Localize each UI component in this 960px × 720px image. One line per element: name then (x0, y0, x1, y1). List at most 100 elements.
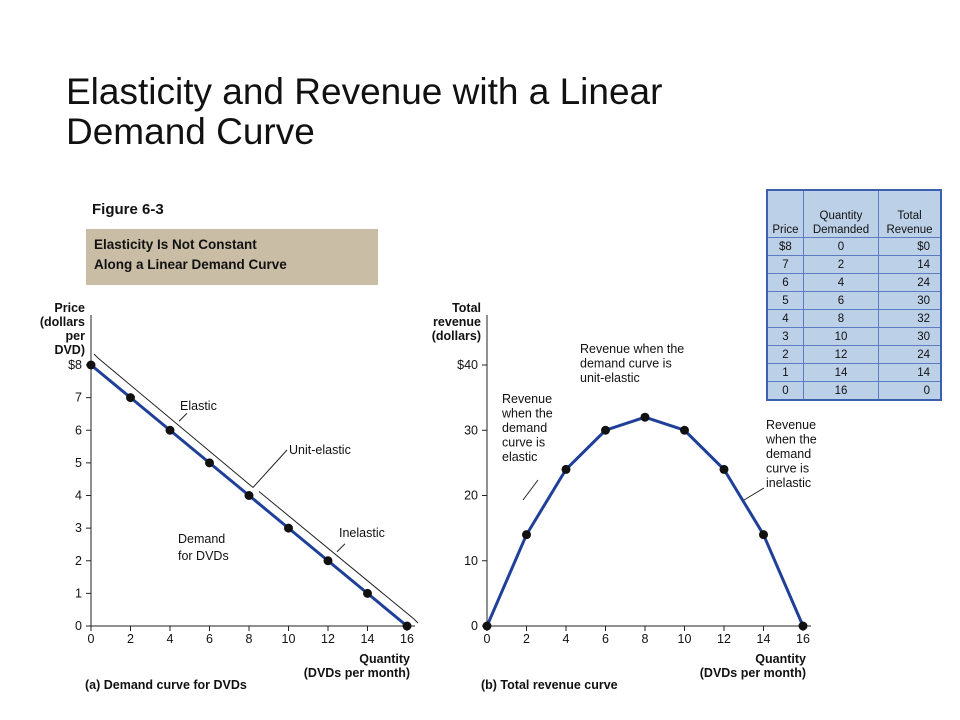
table-row: 7 2 14 (766, 255, 942, 274)
revenue-data-point (759, 530, 768, 540)
revenue-y-tick-label: 30 (464, 423, 478, 437)
revenue-inelastic-label-line: curve is (766, 462, 809, 476)
demand-data-point (126, 393, 135, 403)
revenue-x-tick-label: 0 (484, 632, 491, 646)
revenue-data-point (561, 464, 571, 474)
revenue-data-point (798, 621, 808, 631)
revenue-inelastic-label-line: when the (765, 433, 817, 447)
revenue-elastic-label-line: Revenue (502, 392, 552, 406)
demand-y-axis-label-line: Price (54, 301, 85, 315)
revenue-elastic-label-line: curve is (502, 436, 545, 450)
demand-x-tick-label: 12 (321, 632, 335, 646)
demand-y-tick-label: $8 (68, 358, 82, 372)
revenue-unit-elastic-label-line: unit-elastic (580, 371, 640, 385)
elastic-label: Elastic (180, 399, 217, 413)
elastic-bracket-tip (178, 412, 188, 422)
revenue-y-axis-label-line: (dollars) (432, 329, 481, 343)
unit-elastic-pointer (252, 449, 288, 488)
revenue-unit-elastic-label-line: demand curve is (580, 357, 672, 371)
revenue-x-tick-label: 16 (796, 632, 810, 646)
demand-y-axis-label-line: (dollars (40, 315, 85, 329)
demand-x-tick-label: 8 (246, 632, 253, 646)
demand-x-axis-label-line: (DVDs per month) (304, 666, 410, 680)
demand-data-point (323, 556, 333, 566)
revenue-x-tick-label: 12 (717, 632, 731, 646)
table-row: 5 6 30 (766, 291, 942, 310)
demand-x-tick-label: 10 (282, 632, 296, 646)
revenue-inelastic-pointer (743, 487, 765, 501)
revenue-y-tick-label: $40 (457, 358, 478, 372)
table-header-row: Price Quantity Demanded Total Revenue (766, 189, 942, 238)
revenue-elastic-label-line: demand (502, 421, 547, 435)
revenue-y-tick-label: 0 (471, 619, 478, 633)
revenue-x-axis-label-line: Quantity (755, 652, 806, 666)
revenue-x-tick-label: 2 (523, 632, 530, 646)
revenue-inelastic-label-line: Revenue (766, 418, 816, 432)
demand-x-axis-label-line: Quantity (359, 652, 410, 666)
demand-label: Demand (178, 532, 225, 546)
revenue-elastic-pointer (522, 479, 539, 501)
demand-y-tick-label: 3 (75, 521, 82, 535)
figure-caption: Elasticity Is Not Constant Along a Linea… (86, 229, 378, 285)
demand-panel-title: (a) Demand curve for DVDs (85, 678, 247, 692)
revenue-data-point (522, 530, 531, 540)
revenue-data-point (719, 464, 729, 474)
figure-label: Figure 6-3 (92, 201, 164, 218)
demand-y-tick-label: 6 (75, 423, 82, 437)
revenue-x-tick-label: 6 (602, 632, 609, 646)
title-line-2: Demand Curve (66, 111, 315, 152)
revenue-data-point (640, 412, 650, 422)
inelastic-label: Inelastic (339, 526, 385, 540)
demand-y-tick-label: 2 (75, 554, 82, 568)
revenue-unit-elastic-label-line: Revenue when the (580, 342, 684, 356)
unit-elastic-label: Unit-elastic (289, 443, 351, 457)
revenue-table: Price Quantity Demanded Total Revenue $8 0 $… (766, 189, 942, 401)
demand-data-point (165, 425, 175, 435)
demand-data-point (205, 458, 214, 468)
demand-label: for DVDs (178, 549, 229, 563)
elastic-bracket (93, 353, 254, 488)
demand-x-tick-label: 16 (400, 632, 414, 646)
demand-y-tick-label: 5 (75, 456, 82, 470)
revenue-panel-title: (b) Total revenue curve (481, 678, 618, 692)
header-price: Price (766, 189, 804, 238)
revenue-data-point (680, 425, 689, 435)
revenue-x-tick-label: 14 (757, 632, 771, 646)
table-row: 4 8 32 (766, 309, 942, 328)
revenue-y-tick-label: 10 (464, 554, 478, 568)
table-row: 0 16 0 (766, 381, 942, 401)
demand-x-tick-label: 4 (167, 632, 174, 646)
revenue-y-axis-label-line: Total (452, 301, 481, 315)
caption-line-2: Along a Linear Demand Curve (94, 257, 287, 272)
demand-data-point (244, 491, 254, 500)
demand-y-tick-label: 1 (75, 586, 82, 600)
inelastic-bracket (258, 491, 419, 624)
demand-y-tick-label: 0 (75, 619, 82, 633)
table-row: 3 10 30 (766, 327, 942, 346)
demand-x-tick-label: 14 (361, 632, 375, 646)
slide-title: Elasticity and Revenue with a Linear Dem… (66, 72, 826, 152)
demand-y-tick-label: 4 (75, 489, 82, 503)
demand-x-tick-label: 2 (127, 632, 134, 646)
table-row: 6 4 24 (766, 273, 942, 292)
revenue-data-point (601, 425, 610, 435)
revenue-x-tick-label: 4 (563, 632, 570, 646)
revenue-x-axis-label-line: (DVDs per month) (700, 666, 806, 680)
title-line-1: Elasticity and Revenue with a Linear (66, 71, 663, 112)
inelastic-bracket-tip (336, 543, 346, 553)
demand-x-tick-label: 0 (88, 632, 95, 646)
revenue-inelastic-label-line: inelastic (766, 476, 811, 490)
table-row: $8 0 $0 (766, 237, 942, 256)
demand-y-tick-label: 7 (75, 391, 82, 405)
revenue-inelastic-label-line: demand (766, 447, 811, 461)
revenue-data-point (482, 621, 492, 631)
demand-data-point (86, 360, 96, 370)
table-row: 2 12 24 (766, 345, 942, 364)
demand-data-point (284, 523, 293, 533)
revenue-x-tick-label: 8 (642, 632, 649, 646)
demand-y-axis-label-line: DVD) (54, 343, 85, 357)
header-quantity: Quantity Demanded (802, 189, 880, 238)
demand-data-point (363, 588, 372, 598)
revenue-y-tick-label: 20 (464, 489, 478, 503)
